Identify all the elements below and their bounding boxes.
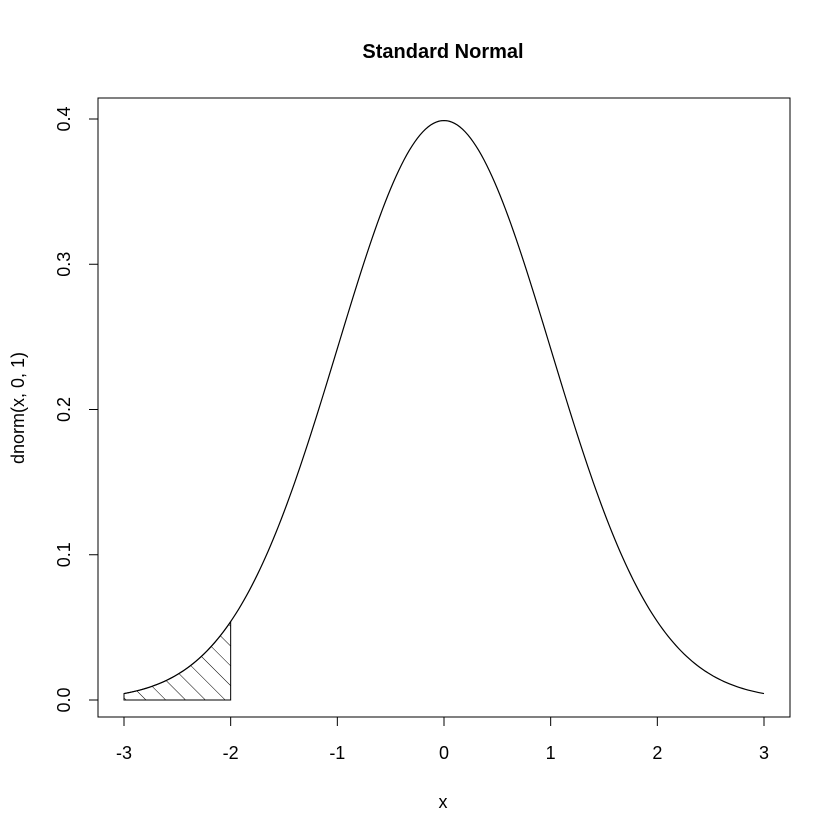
x-tick-label: -2 <box>223 743 239 763</box>
x-tick-label: 0 <box>439 743 449 763</box>
y-tick-label: 0.1 <box>54 542 74 567</box>
x-tick-label: 2 <box>652 743 662 763</box>
x-tick-label: 1 <box>546 743 556 763</box>
y-tick-label: 0.4 <box>54 106 74 131</box>
chart-title: Standard Normal <box>362 41 523 63</box>
y-tick-label: 0.0 <box>54 687 74 712</box>
density-curve <box>123 119 765 695</box>
x-axis: -3 -2 -1 0 1 2 3 <box>116 716 769 763</box>
shaded-tail-region <box>123 619 232 701</box>
y-axis: 0.0 0.1 0.2 0.3 0.4 <box>54 106 99 713</box>
plot-frame <box>97 97 791 718</box>
y-axis-label: dnorm(x, 0, 1) <box>8 352 28 464</box>
x-tick-label: -1 <box>329 743 345 763</box>
x-axis-label: x <box>439 792 448 812</box>
x-tick-label: 3 <box>759 743 769 763</box>
x-tick-label: -3 <box>116 743 132 763</box>
y-tick-label: 0.2 <box>54 397 74 422</box>
y-tick-label: 0.3 <box>54 252 74 277</box>
